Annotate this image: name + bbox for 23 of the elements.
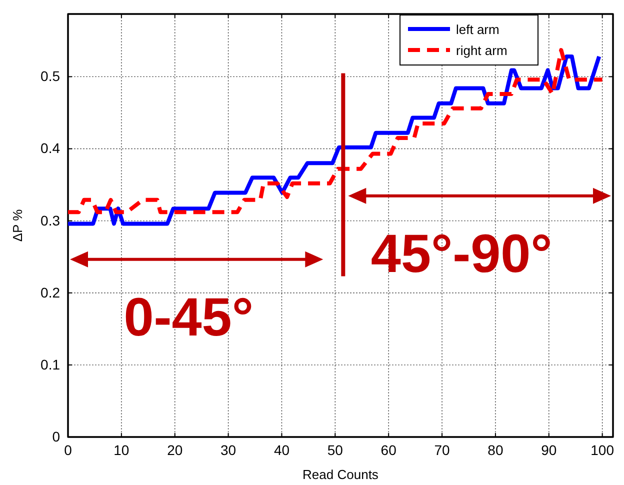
annotation: 0-45° (124, 287, 254, 348)
x-tick-label: 40 (274, 442, 290, 458)
y-tick-label: 0.3 (40, 212, 60, 228)
x-tick-label: 90 (541, 442, 557, 458)
x-tick-label: 10 (114, 442, 130, 458)
x-tick-label: 70 (434, 442, 450, 458)
legend-label: left arm (456, 22, 500, 37)
legend-label: right arm (456, 43, 508, 58)
y-tick-label: 0.1 (40, 356, 60, 372)
y-tick-label: 0.2 (40, 284, 60, 300)
y-tick-label: 0.5 (40, 68, 60, 84)
annotation: 45°-90° (370, 224, 552, 284)
y-axis-title: ΔP % (10, 208, 25, 242)
x-tick-label: 0 (64, 442, 72, 458)
y-tick-label: 0.4 (40, 140, 60, 156)
x-tick-label: 50 (327, 442, 344, 458)
x-tick-label: 60 (380, 442, 397, 458)
x-tick-label: 80 (488, 442, 504, 458)
y-tick-label: 0 (52, 428, 60, 444)
x-tick-label: 30 (220, 442, 236, 458)
x-axis-title: Read Counts (302, 467, 379, 482)
x-tick-label: 100 (590, 442, 614, 458)
x-tick-label: 20 (167, 442, 183, 458)
